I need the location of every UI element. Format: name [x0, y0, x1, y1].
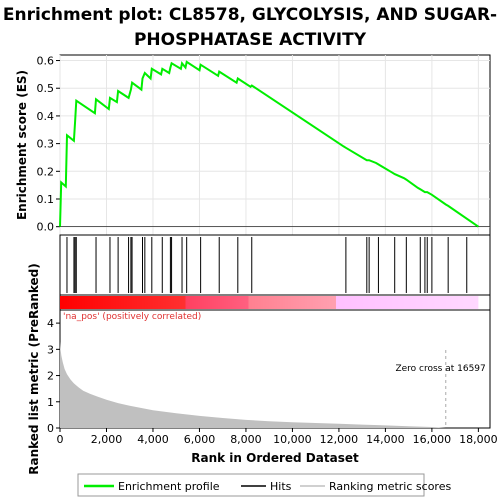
enrichment-profile-line [59, 60, 479, 228]
es-y-tick-label: 0.3 [37, 138, 55, 151]
x-tick-label: 14,000 [366, 433, 405, 446]
es-y-tick-label: 0.2 [37, 165, 55, 178]
chart-title-line-1: Enrichment plot: CL8578, GLYCOLYSIS, AND… [3, 5, 497, 25]
x-tick-label: 4,000 [137, 433, 169, 446]
es-y-tick-label: 0.1 [37, 193, 55, 206]
zero-cross-label: Zero cross at 16597 [395, 364, 485, 374]
positive-correlation-label: 'na_pos' (positively correlated) [63, 312, 201, 322]
es-y-axis-label: Enrichment score (ES) [15, 70, 29, 220]
x-axis: 0 2,000 4,000 6,000 8,000 10,000 12,000 14,000 1… [57, 428, 498, 446]
legend-label-hits: Hits [270, 480, 292, 493]
legend-label-profile: Enrichment profile [118, 480, 220, 493]
es-y-tick-label: 0.5 [37, 82, 55, 95]
es-y-axis: 0.0 0.1 0.2 0.3 0.4 0.5 0.6 [37, 55, 60, 234]
metric-y-tick-label: 1 [47, 396, 54, 409]
es-panel-frame [59, 54, 491, 236]
x-tick-label: 6,000 [184, 433, 216, 446]
band-fill [60, 296, 479, 309]
x-tick-label: 0 [57, 433, 64, 446]
legend: Enrichment profile Hits Ranking metric s… [77, 473, 451, 497]
es-y-tick-label: 0.4 [37, 110, 55, 123]
es-y-tick-label: 0.0 [37, 221, 55, 234]
x-tick-label: 18,000 [459, 433, 498, 446]
x-tick-label: 12,000 [320, 433, 359, 446]
x-tick-label: 2,000 [91, 433, 123, 446]
chart-title-line-2: PHOSPHATASE ACTIVITY [134, 30, 367, 50]
metric-y-tick-label: 4 [47, 317, 54, 330]
hit-markers [66, 237, 468, 293]
x-axis-label: Rank in Ordered Dataset [191, 451, 359, 465]
es-panel: 0.0 0.1 0.2 0.3 0.4 0.5 0.6 Enrichment score (… [15, 54, 491, 236]
chart-title: Enrichment plot: CL8578, GLYCOLYSIS, AND… [3, 5, 497, 50]
legend-label-metric: Ranking metric scores [329, 480, 451, 493]
ranking-metric-area [60, 341, 446, 428]
metric-y-axis-label: Ranked list metric (PreRanked) [27, 263, 41, 475]
metric-y-tick-label: 0 [47, 422, 54, 435]
es-y-tick-label: 0.6 [37, 55, 55, 68]
hits-panel-frame [59, 234, 491, 296]
metric-y-tick-label: 3 [47, 343, 54, 356]
x-tick-label: 8,000 [230, 433, 262, 446]
hits-panel [59, 234, 491, 296]
x-tick-label: 16,000 [413, 433, 452, 446]
rank-color-band [59, 294, 491, 311]
metric-panel: Zero cross at 16597 'na_pos' (positively… [27, 263, 491, 475]
metric-y-tick-label: 2 [47, 370, 54, 383]
x-tick-label: 10,000 [273, 433, 312, 446]
metric-y-axis: 0 1 2 3 4 [47, 317, 60, 435]
legend-frame [77, 473, 425, 497]
